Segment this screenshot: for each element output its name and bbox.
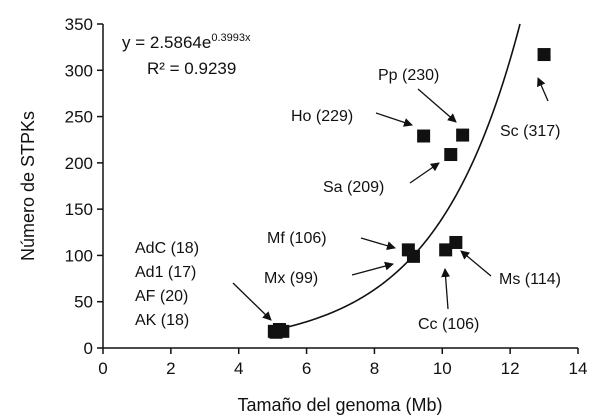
- equation-exponent: 0.3993x: [211, 32, 251, 44]
- label-af: AF (20): [135, 288, 188, 305]
- y-tick-label: 300: [65, 61, 93, 80]
- y-tick-label: 250: [65, 108, 93, 127]
- equation-base: y = 2.5864e: [122, 33, 211, 52]
- y-axis-label: Número de STPKs: [18, 111, 38, 261]
- axes: [102, 24, 578, 349]
- label-ho: Ho (229): [291, 108, 353, 125]
- label-mf: Mf (106): [267, 230, 327, 247]
- tick-labels: 0 2 4 6 8 10 12 14 0 50 100 150 200 250 300 350: [65, 15, 588, 378]
- arrow-adc: [232, 282, 272, 321]
- r-squared: R² = 0.9239: [147, 59, 236, 78]
- x-tick-label: 0: [98, 359, 107, 378]
- label-adc: AdC (18): [135, 240, 199, 257]
- annotation-arrows: [232, 77, 549, 321]
- y-tick-label: 150: [65, 200, 93, 219]
- trendline-curve: [272, 23, 521, 332]
- arrow-pp: [417, 88, 457, 123]
- y-tick-label: 0: [84, 339, 93, 358]
- y-tick-label: 350: [65, 15, 93, 34]
- x-tick-label: 12: [501, 359, 520, 378]
- x-axis-label: Tamaño del genoma (Mb): [237, 395, 442, 415]
- arrow-sa: [409, 162, 440, 184]
- data-point: [417, 129, 431, 143]
- data-point: [276, 324, 290, 338]
- arrow-sc: [537, 77, 549, 102]
- x-tick-label: 8: [370, 359, 379, 378]
- data-point: [444, 148, 458, 162]
- x-tick-label: 2: [166, 359, 175, 378]
- label-sa: Sa (209): [323, 179, 384, 196]
- y-tick-label: 50: [74, 293, 93, 312]
- y-tick-label: 200: [65, 154, 93, 173]
- x-tick-label: 4: [234, 359, 243, 378]
- arrow-cc: [441, 268, 451, 310]
- label-mx: Mx (99): [264, 270, 318, 287]
- x-tick-label: 6: [302, 359, 311, 378]
- arrow-ms: [460, 250, 492, 277]
- ticks: [97, 23, 579, 354]
- label-ms: Ms (114): [499, 271, 561, 288]
- trendline-equation: y = 2.5864e0.3993x: [122, 32, 251, 52]
- data-point: [406, 249, 420, 263]
- data-point: [439, 243, 453, 257]
- data-points: [267, 48, 551, 339]
- label-sc: Sc (317): [500, 123, 560, 140]
- data-point: [456, 128, 470, 142]
- x-tick-label: 10: [433, 359, 452, 378]
- label-ad1: Ad1 (17): [135, 264, 196, 281]
- x-tick-label: 14: [569, 359, 588, 378]
- arrow-ho: [375, 112, 413, 127]
- label-pp: Pp (230): [378, 67, 439, 84]
- arrow-mf: [360, 237, 396, 251]
- data-point: [537, 48, 551, 62]
- label-cc: Cc (106): [418, 316, 479, 333]
- data-point: [449, 235, 463, 249]
- y-tick-label: 100: [65, 246, 93, 265]
- arrow-mx: [351, 261, 394, 276]
- label-ak: AK (18): [135, 312, 189, 329]
